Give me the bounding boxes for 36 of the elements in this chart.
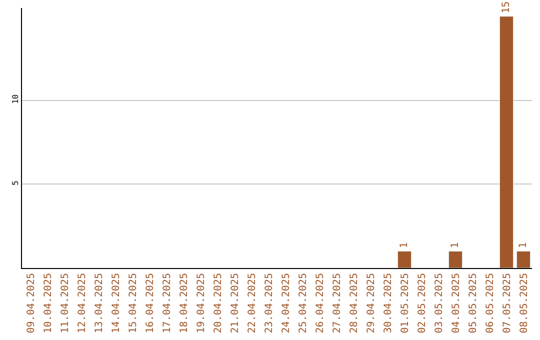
data-label: 1 bbox=[399, 242, 410, 248]
data-label: 15 bbox=[501, 1, 512, 14]
x-tick-label: 29.04.2025 bbox=[366, 273, 377, 334]
x-tick-label: 14.04.2025 bbox=[110, 273, 122, 334]
x-tick-label: 03.05.2025 bbox=[434, 273, 445, 334]
data-label: 1 bbox=[518, 242, 529, 248]
y-tick-label: 5 bbox=[10, 180, 20, 186]
x-tick-label: 24.04.2025 bbox=[280, 273, 292, 334]
x-tick-label: 27.04.2025 bbox=[332, 273, 343, 334]
x-tick-label: 07.05.2025 bbox=[502, 273, 513, 334]
x-tick-label: 22.04.2025 bbox=[246, 273, 258, 334]
y-tick-label: 10 bbox=[10, 94, 20, 104]
x-tick-label: 12.04.2025 bbox=[76, 273, 88, 334]
x-tick-label: 23.04.2025 bbox=[264, 273, 275, 334]
x-tick-label: 20.04.2025 bbox=[212, 273, 224, 334]
x-tick-label: 15.04.2025 bbox=[128, 273, 139, 334]
x-tick-label: 25.04.2025 bbox=[298, 273, 309, 334]
x-tick-label: 06.05.2025 bbox=[484, 273, 496, 334]
x-tick-label: 30.04.2025 bbox=[382, 273, 394, 334]
x-tick-label: 17.04.2025 bbox=[162, 273, 173, 334]
x-tick-label: 08.05.2025 bbox=[518, 273, 530, 334]
x-tick-label: 28.04.2025 bbox=[348, 273, 360, 334]
x-tick-label: 10.04.2025 bbox=[42, 273, 54, 334]
x-tick-label: 19.04.2025 bbox=[196, 273, 207, 334]
x-tick-label: 11.04.2025 bbox=[60, 273, 71, 334]
x-tick-label: 05.05.2025 bbox=[468, 273, 479, 334]
x-tick-label: 09.04.2025 bbox=[26, 273, 37, 334]
x-tick-label: 13.04.2025 bbox=[94, 273, 105, 334]
x-tick-label: 02.05.2025 bbox=[416, 273, 428, 334]
data-label: 1 bbox=[450, 242, 461, 248]
x-tick-label: 26.04.2025 bbox=[314, 273, 326, 334]
x-tick-label: 18.04.2025 bbox=[178, 273, 190, 334]
x-tick-label: 01.05.2025 bbox=[400, 273, 411, 334]
x-tick-label: 21.04.2025 bbox=[230, 273, 241, 334]
x-tick-label: 04.05.2025 bbox=[450, 273, 462, 334]
x-tick-label: 16.04.2025 bbox=[144, 273, 156, 334]
